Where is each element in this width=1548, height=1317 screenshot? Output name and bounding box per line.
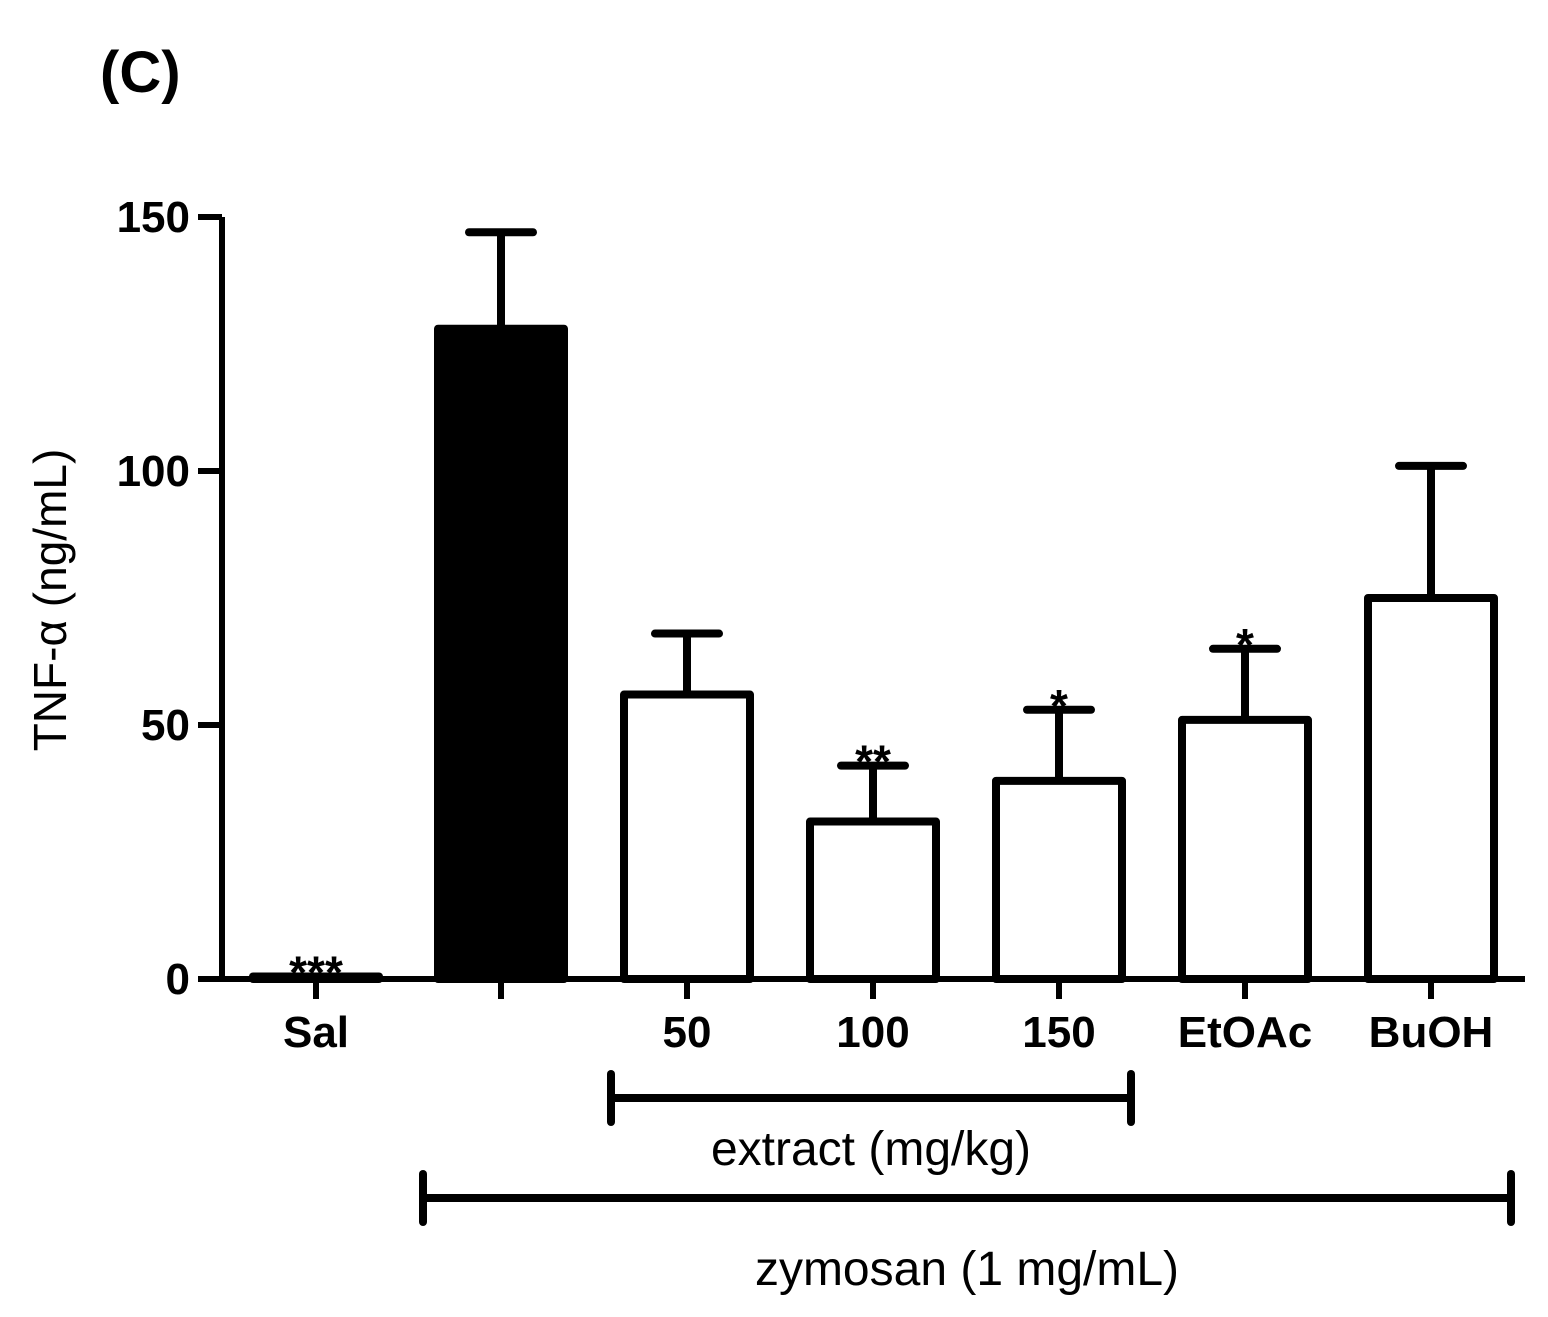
significance-marker: **	[855, 736, 891, 788]
x-tick-label: 50	[663, 1008, 712, 1057]
significance-marker: *	[1236, 619, 1254, 671]
bars-layer: *******	[249, 228, 1498, 998]
bar-zymosan-control	[434, 324, 568, 983]
y-axis-title-group: TNF-α (ng/mL)	[24, 449, 76, 752]
group-brackets: extract (mg/kg) zymosan (1 mg/mL)	[419, 1070, 1515, 1296]
bar-Sal	[249, 972, 383, 984]
panel-label: (C)	[100, 40, 181, 105]
x-tick-label: BuOH	[1369, 1008, 1494, 1057]
x-tick-label: 150	[1022, 1008, 1095, 1057]
group-label: zymosan (1 mg/mL)	[755, 1243, 1179, 1296]
x-tick-label: 100	[836, 1008, 909, 1057]
x-tick-label: Sal	[283, 1008, 349, 1057]
axes: 0 50 100 150 Sal 50 100 150 EtOAc BuOH	[117, 193, 1525, 1057]
y-tick-label: 100	[117, 447, 190, 496]
group-label: extract (mg/kg)	[711, 1123, 1031, 1176]
bar-50	[620, 690, 754, 984]
significance-marker: *	[1050, 680, 1068, 732]
y-tick-label: 50	[141, 701, 190, 750]
bar-EtOAc	[1178, 715, 1312, 983]
y-axis-title: TNF-α (ng/mL)	[24, 449, 76, 752]
y-tick-label: 150	[117, 193, 190, 242]
y-tick-label: 0	[166, 955, 190, 1004]
x-tick-label: EtOAc	[1178, 1008, 1312, 1057]
bar-100	[806, 817, 940, 984]
significance-marker: ***	[289, 946, 343, 998]
bar-BuOH	[1364, 594, 1498, 983]
bar-150	[992, 776, 1126, 983]
